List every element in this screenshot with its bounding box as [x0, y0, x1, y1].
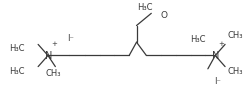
Text: +: +	[218, 41, 224, 47]
Text: H₃C: H₃C	[9, 44, 25, 53]
Text: CH₃: CH₃	[227, 31, 243, 40]
Text: N: N	[212, 51, 219, 60]
Text: CH₃: CH₃	[45, 69, 61, 78]
Text: H₃C: H₃C	[137, 3, 153, 12]
Text: O: O	[160, 11, 167, 20]
Text: H₃C: H₃C	[190, 35, 205, 45]
Text: I⁻: I⁻	[214, 76, 221, 86]
Text: N: N	[45, 51, 52, 60]
Text: CH₃: CH₃	[227, 66, 243, 76]
Text: +: +	[52, 41, 58, 47]
Text: I⁻: I⁻	[67, 34, 74, 43]
Text: H₃C: H₃C	[9, 66, 25, 76]
